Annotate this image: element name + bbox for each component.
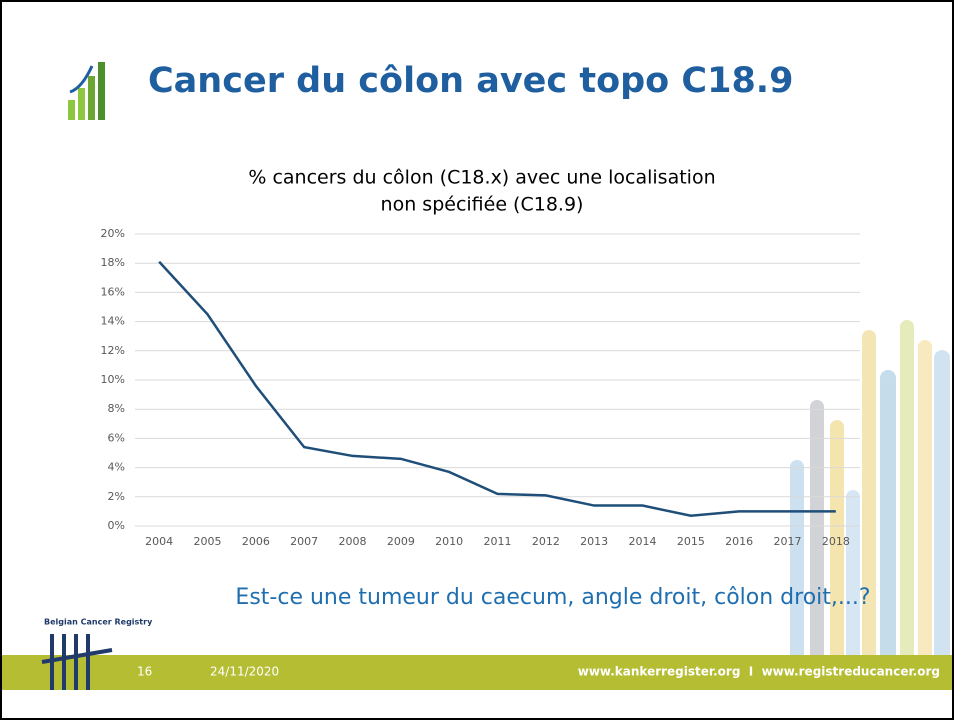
y-tick-label: 10%	[101, 373, 125, 386]
chart-title: non spécifiée (C18.9)	[381, 194, 584, 216]
logo-text: Belgian Cancer Registry	[44, 618, 153, 627]
x-tick-label: 2008	[339, 535, 367, 548]
x-tick-label: 2009	[387, 535, 415, 548]
chart-title: % cancers du côlon (C18.x) avec une loca…	[248, 167, 715, 189]
date: 24/11/2020	[210, 665, 279, 679]
y-tick-label: 6%	[108, 431, 125, 444]
page: {"slide": {"title": "Cancer du côlon ave…	[0, 0, 954, 720]
y-tick-label: 0%	[108, 519, 125, 532]
y-tick-label: 2%	[108, 490, 125, 503]
y-tick-label: 16%	[101, 285, 125, 298]
x-tick-label: 2016	[725, 535, 753, 548]
websites: www.kankerregister.org I www.registreduc…	[578, 665, 940, 679]
y-tick-label: 18%	[101, 256, 125, 269]
x-tick-label: 2012	[532, 535, 560, 548]
x-tick-label: 2010	[435, 535, 463, 548]
x-tick-label: 2006	[242, 535, 270, 548]
y-tick-label: 4%	[108, 461, 125, 474]
slide-title: Cancer du côlon avec topo C18.9	[148, 61, 793, 101]
question: Est-ce une tumeur du caecum, angle droit…	[235, 585, 870, 610]
x-tick-label: 2011	[484, 535, 512, 548]
x-tick-label: 2013	[580, 535, 608, 548]
y-tick-label: 14%	[101, 315, 125, 328]
x-tick-label: 2007	[290, 535, 318, 548]
x-tick-label: 2015	[677, 535, 705, 548]
x-tick-label: 2004	[145, 535, 173, 548]
y-tick-label: 12%	[101, 344, 125, 357]
x-tick-label: 2014	[629, 535, 657, 548]
y-tick-label: 20%	[101, 227, 125, 240]
slide: Cancer du côlon avec topo C18.9 % cancer…	[0, 0, 954, 720]
x-tick-label: 2018	[822, 535, 850, 548]
y-tick-label: 8%	[108, 402, 125, 415]
x-tick-label: 2017	[774, 535, 802, 548]
x-tick-label: 2005	[194, 535, 222, 548]
page-number: 16	[137, 665, 152, 679]
